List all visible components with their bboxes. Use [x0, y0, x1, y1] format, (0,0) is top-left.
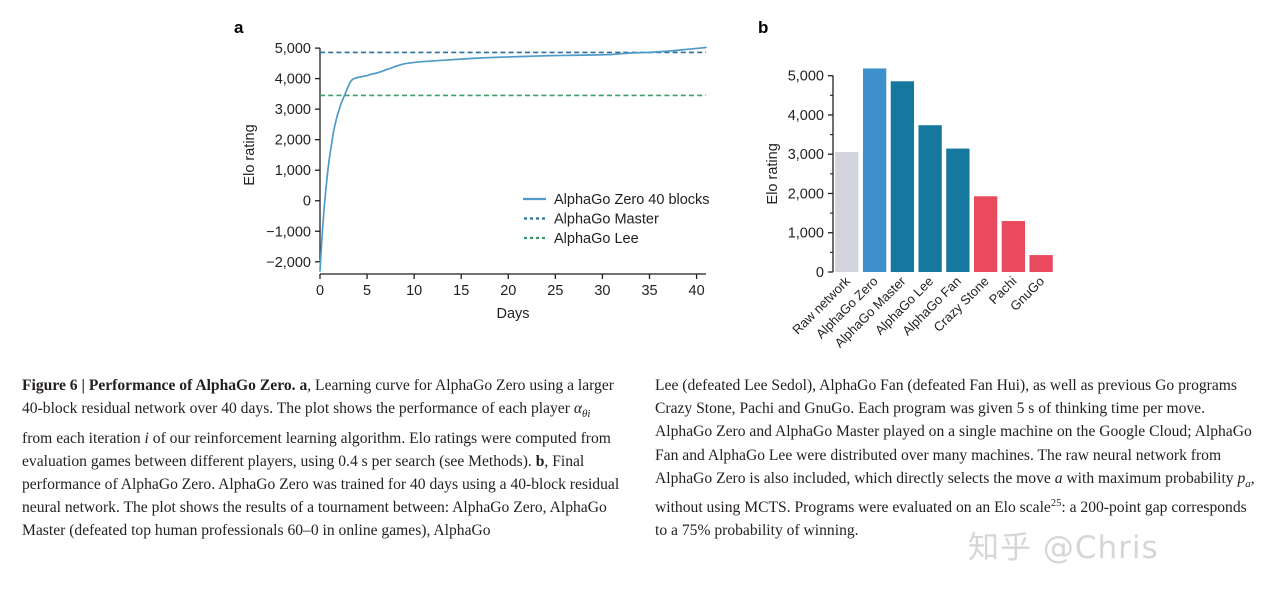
y-tick-label: −2,000 [266, 255, 311, 271]
bar-group [835, 68, 1053, 273]
caption-text-4: , Final performance of AlphaGo Zero. Alp… [22, 452, 620, 540]
panel-b-final-performance: b 0 1,000 2,000 3,000 4,000 5,000 Elo rating Ra… [755, 18, 1075, 363]
y-tick-label: 3,000 [788, 147, 824, 163]
y-tick-label: 2,000 [788, 186, 824, 202]
x-tick-label: 30 [594, 283, 610, 299]
caption-p-subscript: a [1245, 477, 1251, 490]
caption-text-1: , Learning curve for AlphaGo Zero using … [22, 377, 614, 418]
bar-alphago-lee[interactable] [918, 125, 942, 273]
caption-reference-25: 25 [1050, 497, 1062, 509]
y-tick-label: 1,000 [275, 163, 311, 179]
bar-gnugo[interactable] [1029, 255, 1053, 272]
x-tick-label: 20 [500, 283, 516, 299]
x-tick-label: 25 [547, 283, 563, 299]
bar-alphago-master[interactable] [890, 81, 915, 272]
caption-text-2: from each iteration [22, 429, 145, 447]
caption-p-italic: p [1237, 469, 1246, 487]
y-tick-label: 3,000 [275, 102, 311, 118]
y-tick-label: 0 [816, 265, 824, 281]
caption-italic-a: a [1054, 469, 1063, 487]
panel-a-learning-curve: a −2,000 −1,000 0 1,000 2,000 3,000 4,000 5,000… [228, 18, 728, 348]
y-tick-label: 0 [303, 194, 311, 210]
x-tick-label: 0 [316, 283, 324, 299]
y-tick-label: 4,000 [275, 72, 311, 88]
y-tick-label: 1,000 [788, 226, 824, 242]
panel-b-letter: b [758, 18, 768, 37]
x-axis-title: Days [496, 306, 529, 322]
bar-crazy-stone[interactable] [973, 196, 998, 272]
learning-curve-line [319, 46, 707, 272]
panel-a-plot: −2,000 −1,000 0 1,000 2,000 3,000 4,000 5,000 0 5… [242, 41, 710, 322]
y-tick-label: 4,000 [788, 108, 824, 124]
figure-caption-right: Lee (defeated Lee Sedol), AlphaGo Fan (d… [655, 374, 1260, 543]
caption-right-text-4: : a 200-point gap corresponds to a 75% p… [655, 499, 1247, 540]
bar-alphago-zero[interactable] [862, 68, 887, 272]
caption-b-marker: b [535, 452, 545, 470]
panel-b-plot: 0 1,000 2,000 3,000 4,000 5,000 Elo rating Raw … [765, 68, 1053, 351]
caption-right-text-2: with maximum probability [1062, 469, 1238, 487]
caption-text-3: of our reinforcement learning algorithm.… [22, 429, 611, 470]
legend-label: AlphaGo Lee [554, 231, 639, 247]
x-tick-label: 35 [641, 283, 657, 299]
legend-label: AlphaGo Master [554, 212, 659, 228]
y-tick-label: −1,000 [266, 224, 311, 240]
caption-a-marker: a [299, 377, 308, 394]
figure-caption-left: Figure 6 | Performance of AlphaGo Zero. … [22, 374, 622, 543]
x-tick-label: 40 [689, 283, 705, 299]
x-tick-label: 15 [453, 283, 469, 299]
panel-a-axes: −2,000 −1,000 0 1,000 2,000 3,000 4,000 5,000 0 5… [242, 41, 706, 322]
caption-alpha-subscript: θi [582, 408, 591, 421]
y-tick-label: 5,000 [788, 69, 824, 85]
x-tick-label: 5 [363, 283, 371, 299]
caption-italic-i: i [144, 429, 149, 447]
y-tick-label: 5,000 [275, 41, 311, 57]
caption-lead: Figure 6 | Performance of AlphaGo Zero. [22, 377, 296, 394]
caption-right-text-3: , without using MCTS. Programs were eval… [655, 469, 1255, 517]
panel-a-legend: AlphaGo Zero 40 blocks AlphaGo Master Alph… [523, 192, 710, 247]
y-tick-label: 2,000 [275, 133, 311, 149]
caption-alpha-symbol: α [573, 400, 582, 418]
panel-a-letter: a [234, 18, 243, 37]
y-axis-title: Elo rating [242, 124, 258, 185]
x-tick-label: 10 [406, 283, 422, 299]
reference-lines [320, 51, 706, 97]
bar-raw-network[interactable] [835, 152, 859, 272]
caption-right-text-1: Lee (defeated Lee Sedol), AlphaGo Fan (d… [655, 377, 1252, 487]
panel-b-axes: 0 1,000 2,000 3,000 4,000 5,000 Elo rating [765, 69, 834, 281]
legend-label: AlphaGo Zero 40 blocks [554, 192, 710, 208]
bar-pachi[interactable] [1001, 221, 1026, 272]
y-axis-title: Elo rating [765, 143, 781, 204]
bar-alphago-fan[interactable] [946, 148, 970, 272]
